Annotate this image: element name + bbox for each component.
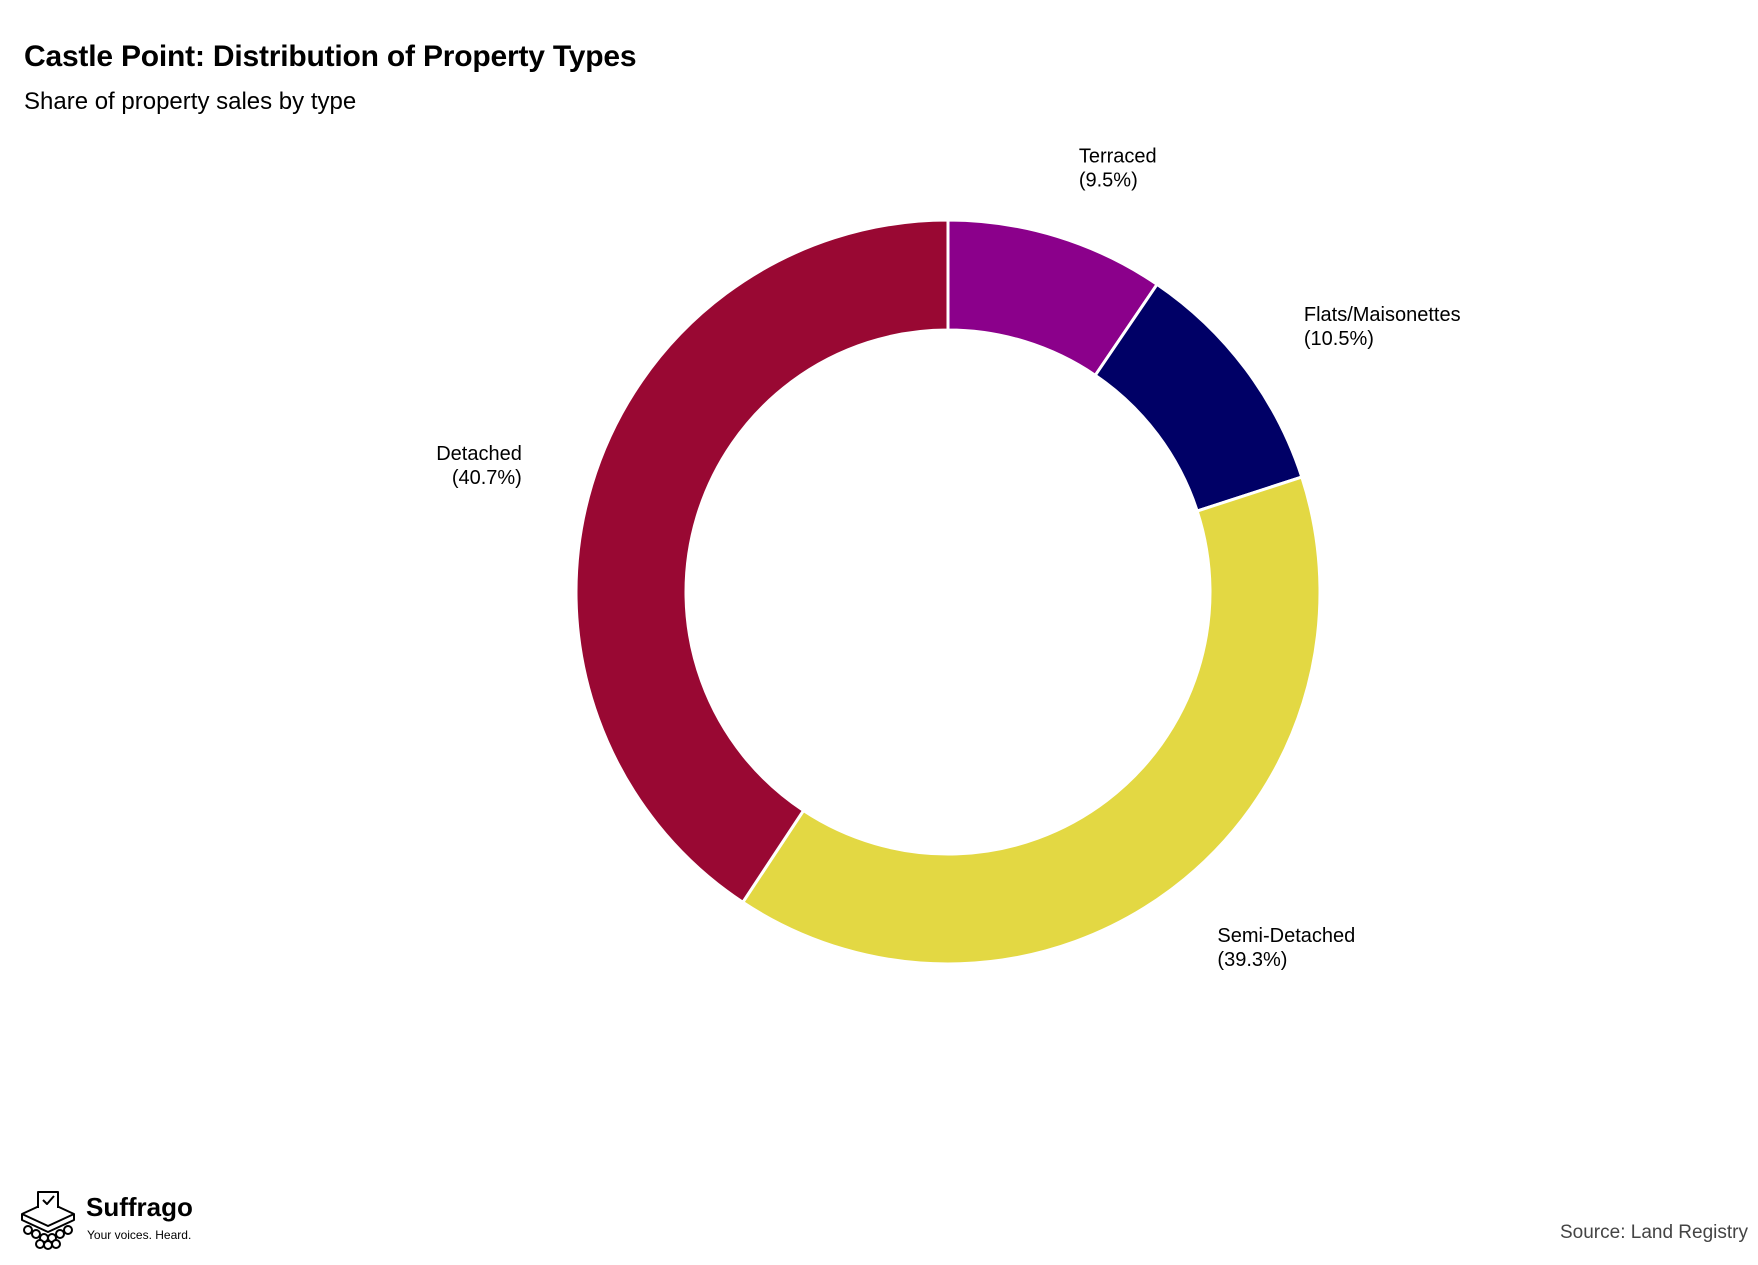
brand-tagline: Your voices. Heard. <box>87 1228 192 1242</box>
slice-label-semi-detached: Semi-Detached (39.3%) <box>1217 925 1355 971</box>
brand-name: Suffrago <box>86 1192 193 1222</box>
slice-label-value: (10.5%) <box>1304 328 1374 350</box>
chart-title: Castle Point: Distribution of Property T… <box>24 40 637 73</box>
slice-label-name: Terraced <box>1079 146 1157 168</box>
slice-label-value: (40.7%) <box>452 467 522 489</box>
source-note: Source: Land Registry <box>1560 1222 1748 1243</box>
slice-label-name: Detached <box>436 443 522 465</box>
slice-semi-detached <box>740 475 1322 966</box>
donut-slices <box>574 218 1322 966</box>
brand: Suffrago Your voices. Heard. <box>16 1188 216 1250</box>
chart-subtitle: Share of property sales by type <box>24 88 357 115</box>
slice-labels: Terraced (9.5%) Flats/Maisonettes (10.5%) Se… <box>436 146 1460 972</box>
slice-label-value: (39.3%) <box>1217 949 1287 971</box>
slice-label-name: Semi-Detached <box>1217 925 1355 947</box>
slice-label-detached: Detached (40.7%) <box>436 443 522 489</box>
slice-label-terraced: Terraced (9.5%) <box>1079 146 1157 192</box>
ballot-box-icon <box>21 1191 75 1250</box>
slice-label-name: Flats/Maisonettes <box>1304 304 1461 326</box>
slice-label-value: (9.5%) <box>1079 170 1138 192</box>
slice-label-flats-maisonettes: Flats/Maisonettes (10.5%) <box>1304 304 1461 350</box>
slice-detached <box>574 218 950 905</box>
